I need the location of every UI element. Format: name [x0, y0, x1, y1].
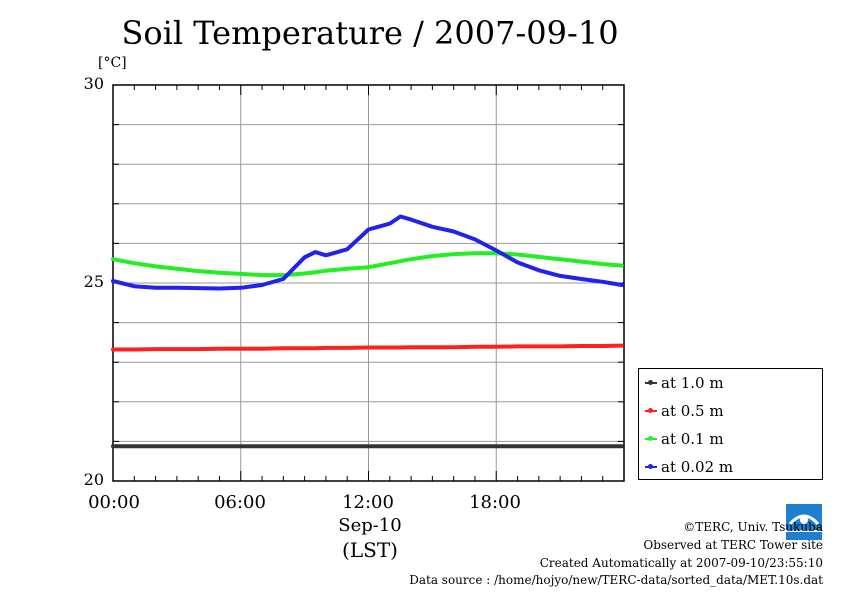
x-axis-timezone-label: (LST) — [342, 538, 398, 562]
x-tick-label: 18:00 — [469, 492, 521, 513]
y-tick-label: 25 — [83, 272, 104, 291]
legend-label: at 0.1 m — [661, 430, 724, 448]
x-axis-date-label: Sep-10 — [338, 515, 402, 536]
legend-label: at 1.0 m — [661, 374, 724, 392]
x-tick-label: 00:00 — [88, 492, 140, 513]
chart-legend: at 1.0 m at 0.5 m at 0.1 m at 0.02 m — [638, 368, 823, 480]
x-tick-label: 12:00 — [342, 492, 394, 513]
footer-site: Observed at TERC Tower site — [643, 538, 823, 552]
footer-created: Created Automatically at 2007-09-10/23:5… — [539, 556, 823, 570]
y-axis-unit: [°C] — [98, 55, 127, 71]
legend-swatch — [645, 408, 657, 413]
x-tick-label: 06:00 — [214, 492, 266, 513]
legend-swatch — [645, 380, 657, 385]
legend-label: at 0.02 m — [661, 458, 734, 476]
y-tick-label: 20 — [83, 470, 104, 489]
footer-copyright: ©TERC, Univ. Tsukuba — [683, 520, 823, 534]
legend-item: at 0.02 m — [645, 457, 733, 477]
legend-item: at 1.0 m — [645, 373, 724, 393]
chart-title: Soil Temperature / 2007-09-10 — [121, 14, 619, 52]
legend-swatch — [645, 436, 657, 441]
terc-logo-icon — [786, 504, 822, 540]
legend-item: at 0.1 m — [645, 429, 724, 449]
series-line — [111, 251, 624, 278]
y-tick-label: 30 — [83, 74, 104, 93]
series-line — [111, 214, 624, 291]
series-line — [111, 343, 624, 352]
legend-label: at 0.5 m — [661, 402, 724, 420]
footer-source: Data source : /home/hojyo/new/TERC-data/… — [409, 573, 823, 587]
legend-item: at 0.5 m — [645, 401, 724, 421]
legend-swatch — [645, 464, 657, 469]
